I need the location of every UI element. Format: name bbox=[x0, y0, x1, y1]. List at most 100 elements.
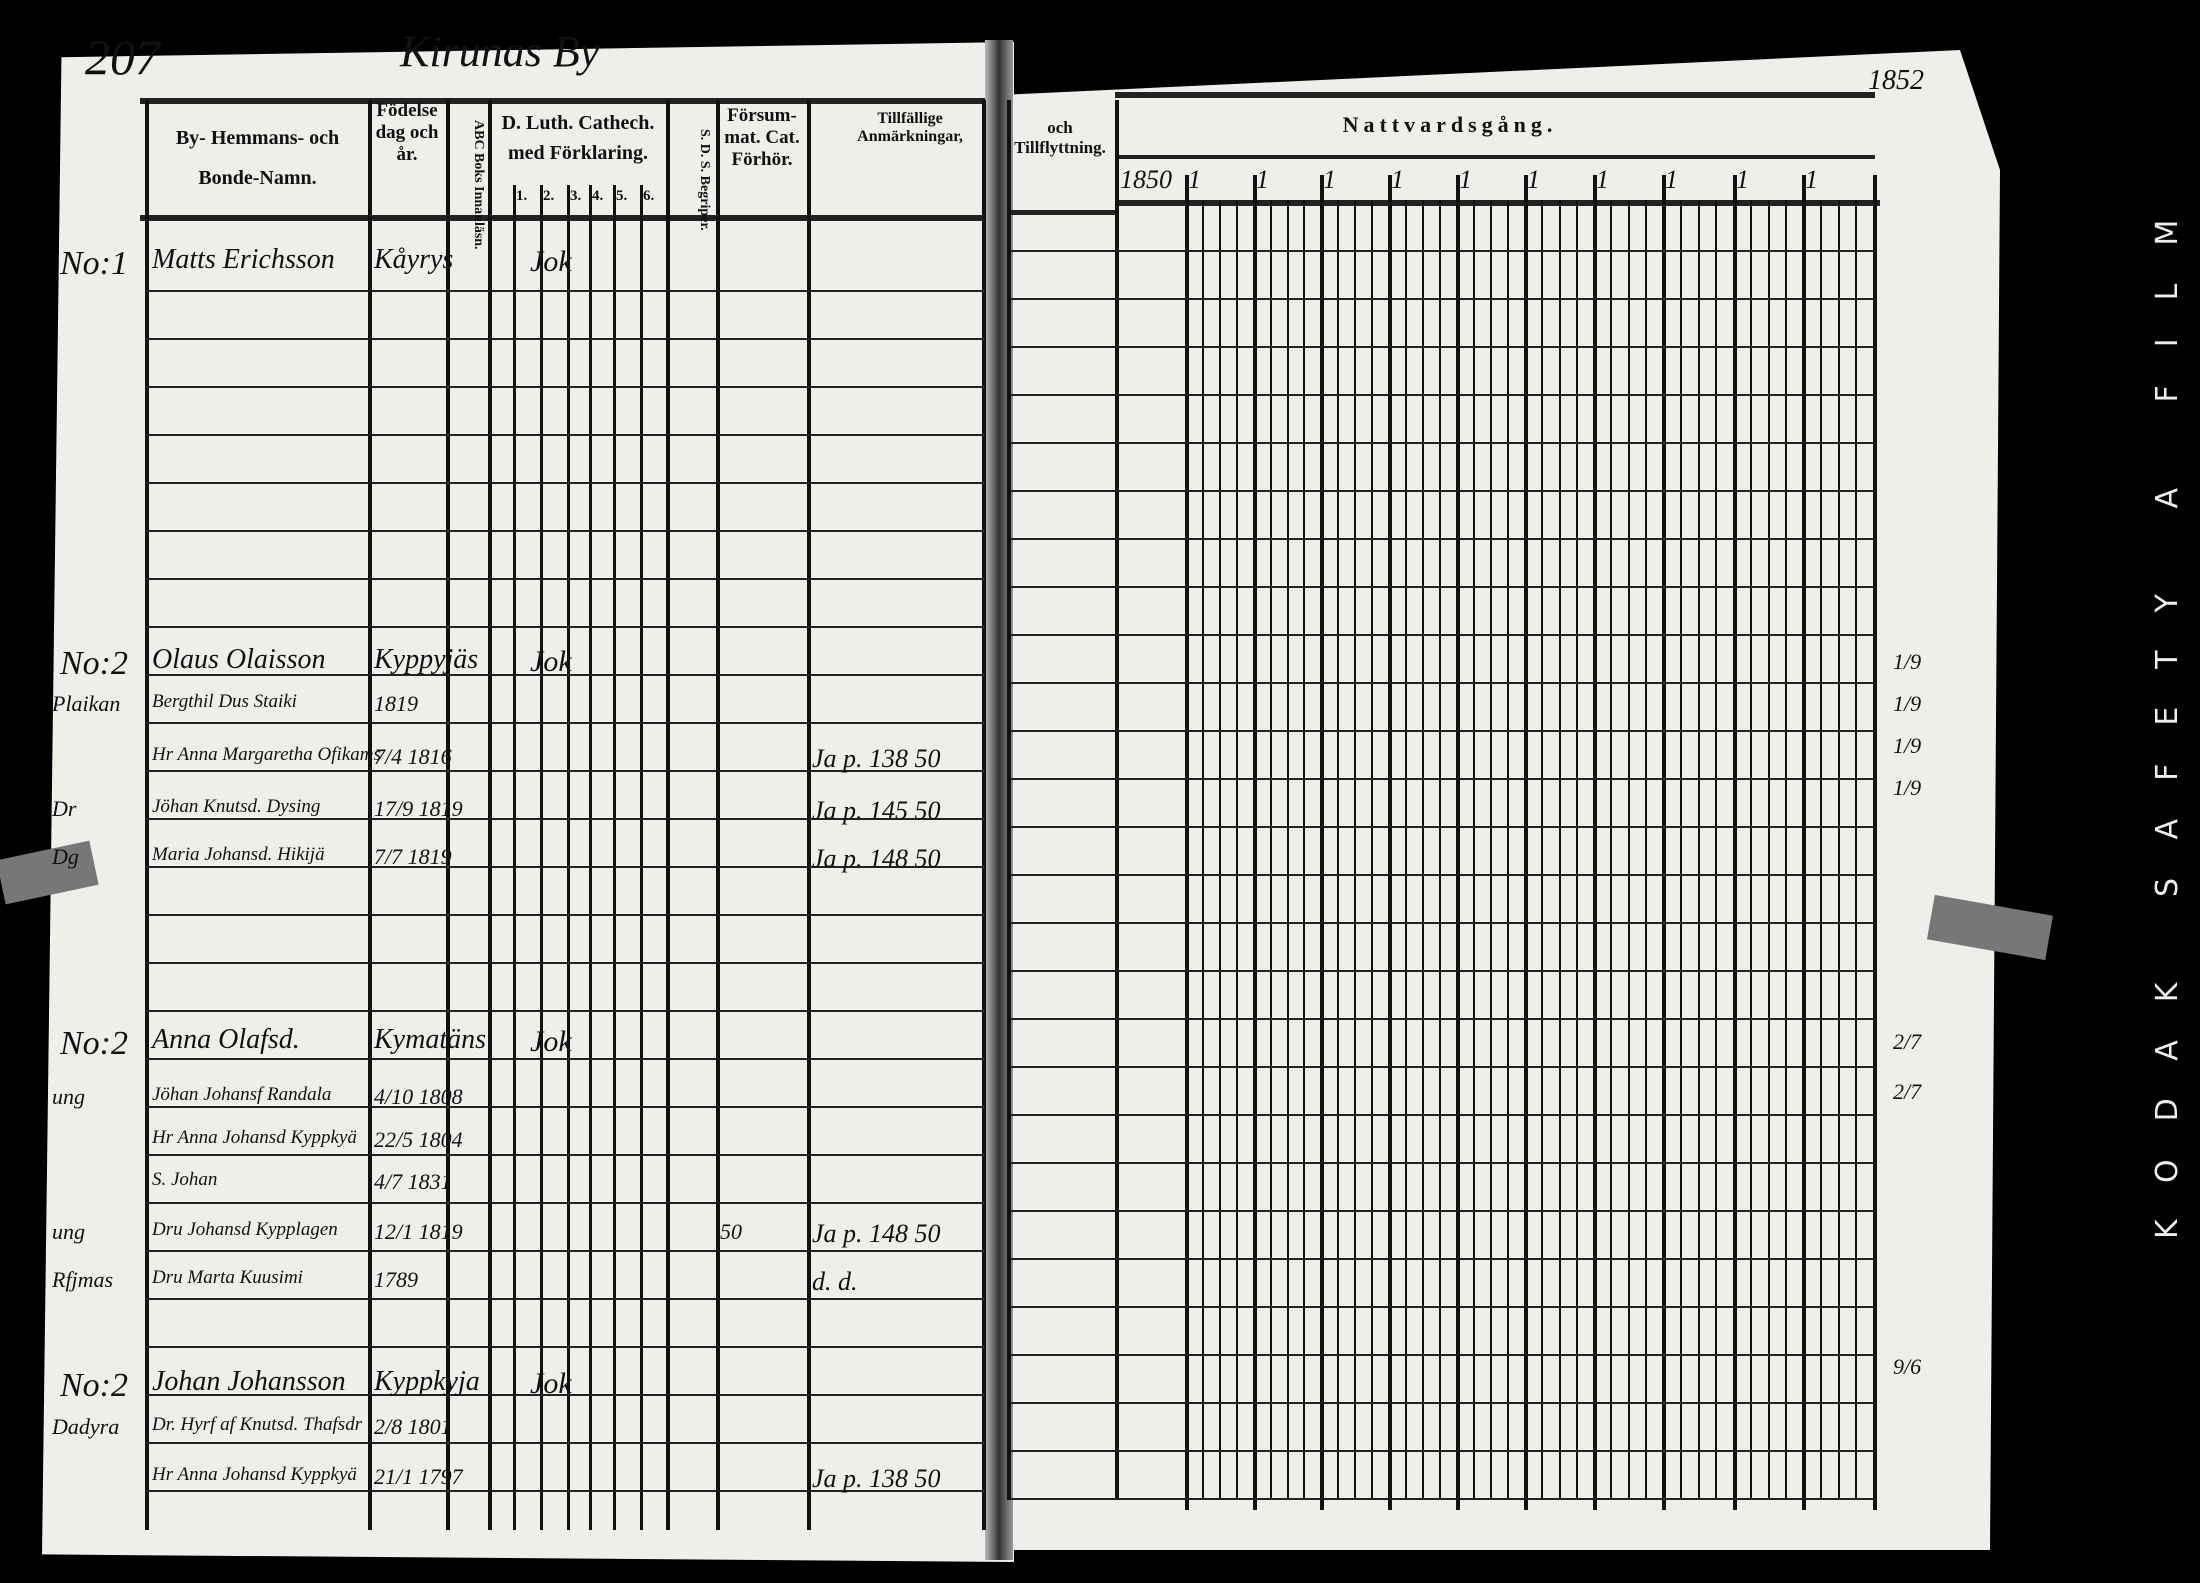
entry-mark: Jok bbox=[530, 1025, 572, 1058]
grid-horizontal-line bbox=[145, 482, 985, 484]
entry-birth: Kyppkyja bbox=[374, 1366, 480, 1397]
grid-horizontal-line bbox=[145, 338, 985, 340]
grid-horizontal-line bbox=[1010, 1018, 1875, 1020]
entry-birth: 12/1 1819 bbox=[374, 1219, 463, 1244]
grid-horizontal-line bbox=[1010, 490, 1875, 492]
entry-name: Hr Anna Margaretha Ofikams bbox=[152, 744, 381, 765]
grid-vertical-line bbox=[1371, 200, 1373, 1500]
margin-fraction-mark: 1/9 bbox=[1893, 691, 1922, 716]
communion-year-label: 1850 bbox=[1120, 165, 1172, 194]
col-header-sds: S. D. S. Begriper. bbox=[697, 129, 712, 231]
entry-birth: 2/8 1801 bbox=[374, 1414, 452, 1439]
entry-margin-note: Dadyra bbox=[52, 1414, 120, 1439]
grid-horizontal-line bbox=[1010, 1162, 1875, 1164]
grid-vertical-line bbox=[1405, 200, 1407, 1500]
entry-note: Ja p. 145 50 bbox=[812, 796, 941, 825]
grid-vertical-line bbox=[640, 185, 643, 1530]
grid-horizontal-line bbox=[145, 914, 985, 916]
grid-vertical-line bbox=[1473, 200, 1475, 1500]
communion-year-label: 1 bbox=[1459, 165, 1472, 194]
grid-horizontal-line bbox=[145, 962, 985, 964]
grid-vertical-line bbox=[1007, 100, 1011, 1500]
communion-year-label: 1 bbox=[1805, 165, 1818, 194]
grid-horizontal-line bbox=[1010, 922, 1875, 924]
grid-vertical-line bbox=[368, 100, 372, 1530]
grid-vertical-line bbox=[1802, 175, 1806, 1510]
entry-name: S. Johan bbox=[152, 1169, 218, 1190]
entry-name: Dr. Hyrf af Knutsd. Thafsdr bbox=[152, 1414, 363, 1435]
grid-horizontal-line bbox=[1010, 826, 1875, 828]
grid-vertical-line bbox=[1767, 200, 1770, 1500]
grid-horizontal-line bbox=[1010, 586, 1875, 588]
col-header-communion: Nattvardsgång. bbox=[1342, 112, 1558, 137]
entry-birth: 22/5 1804 bbox=[374, 1127, 463, 1152]
grid-vertical-line bbox=[1679, 200, 1682, 1500]
grid-horizontal-line bbox=[145, 1202, 985, 1204]
grid-vertical-line bbox=[589, 185, 592, 1530]
catechism-subcolumn-label: 1. bbox=[516, 188, 528, 204]
grid-vertical-line bbox=[1219, 200, 1221, 1500]
col-header-moves-right: och Tillflyttning. bbox=[1014, 118, 1106, 157]
grid-horizontal-line bbox=[145, 1298, 985, 1300]
village-title: Kirunas By bbox=[400, 27, 600, 76]
entry-number: No:2 bbox=[60, 1367, 128, 1404]
grid-vertical-line bbox=[1524, 175, 1528, 1510]
grid-vertical-line bbox=[1303, 200, 1306, 1500]
grid-horizontal-line bbox=[145, 1250, 985, 1252]
grid-horizontal-line bbox=[145, 1394, 985, 1396]
year-note: 1852 bbox=[1868, 65, 1924, 96]
entry-margin-note: Rfjmas bbox=[52, 1267, 114, 1292]
entry-margin-note: Dg bbox=[52, 844, 79, 869]
entry-name: Bergthil Dus Staiki bbox=[152, 691, 297, 712]
grid-horizontal-line bbox=[145, 626, 985, 628]
grid-vertical-line bbox=[540, 185, 543, 1530]
grid-horizontal-line bbox=[1010, 250, 1875, 252]
grid-vertical-line bbox=[1286, 200, 1289, 1500]
entry-mark: 50 bbox=[720, 1219, 742, 1244]
entry-name: Olaus Olaisson bbox=[152, 644, 326, 675]
grid-horizontal-line bbox=[1010, 730, 1875, 732]
communion-year-label: 1 bbox=[1391, 165, 1404, 194]
grid-vertical-line bbox=[1627, 200, 1630, 1500]
entry-note: Ja p. 138 50 bbox=[812, 1464, 941, 1493]
entry-mark: Jok bbox=[530, 645, 572, 678]
grid-vertical-line bbox=[1819, 200, 1822, 1500]
col-header-moves: Tillfällige Anmärkningar, bbox=[857, 110, 963, 146]
entry-birth: 7/7 1819 bbox=[374, 844, 452, 869]
entry-name: Dru Johansd Kypplagen bbox=[152, 1219, 338, 1240]
grid-horizontal-line bbox=[1010, 682, 1875, 684]
grid-horizontal-line bbox=[1010, 1450, 1875, 1452]
col-header-name: By- Hemmans- och Bonde-Namn. bbox=[175, 127, 340, 189]
grid-horizontal-line bbox=[145, 434, 985, 436]
margin-fraction-mark: 1/9 bbox=[1893, 649, 1922, 674]
grid-horizontal-line bbox=[145, 1106, 985, 1108]
grid-vertical-line bbox=[1558, 200, 1561, 1500]
grid-horizontal-line bbox=[140, 215, 985, 221]
grid-horizontal-line bbox=[145, 530, 985, 532]
communion-year-label: 1 bbox=[1323, 165, 1336, 194]
grid-vertical-line bbox=[446, 100, 450, 1530]
entry-birth: 4/10 1808 bbox=[374, 1084, 463, 1109]
entry-margin-note: Plaikan bbox=[52, 691, 121, 716]
grid-vertical-line bbox=[1202, 200, 1204, 1500]
grid-horizontal-line bbox=[1115, 200, 1880, 206]
grid-vertical-line bbox=[1337, 200, 1339, 1500]
entry-note: Ja p. 148 50 bbox=[812, 844, 941, 873]
grid-horizontal-line bbox=[1010, 1306, 1875, 1308]
communion-year-label: 1 bbox=[1188, 165, 1201, 194]
grid-horizontal-line bbox=[145, 1442, 985, 1444]
entry-birth: Kyppyjäs bbox=[374, 644, 479, 675]
catechism-subcolumn-label: 6. bbox=[643, 188, 655, 204]
communion-year-label: 1 bbox=[1527, 165, 1540, 194]
grid-horizontal-line bbox=[140, 98, 985, 104]
grid-vertical-line bbox=[1269, 200, 1272, 1500]
page-number: 207 bbox=[85, 29, 160, 85]
grid-vertical-line bbox=[1388, 175, 1392, 1510]
grid-vertical-line bbox=[1644, 200, 1647, 1500]
entry-birth: 21/1 1797 bbox=[374, 1464, 463, 1489]
entry-name: Anna Olafsd. bbox=[152, 1024, 300, 1055]
grid-horizontal-line bbox=[145, 1490, 985, 1492]
grid-vertical-line bbox=[1662, 175, 1666, 1510]
grid-horizontal-line bbox=[145, 722, 985, 724]
